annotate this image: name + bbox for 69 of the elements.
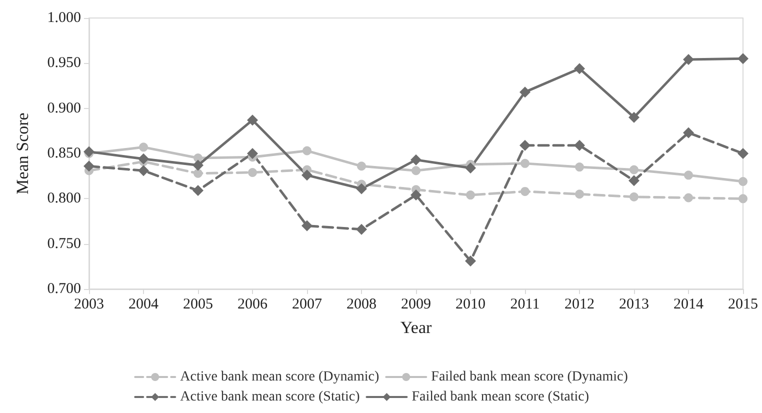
y-tick-label: 0.750 — [47, 236, 81, 252]
y-tick-label: 0.900 — [47, 100, 81, 116]
point — [247, 148, 258, 159]
legend-label: Failed bank mean score (Static) — [412, 390, 590, 404]
point — [630, 165, 638, 174]
point — [357, 162, 366, 171]
point — [410, 154, 422, 166]
x-tick-label: 2007 — [292, 296, 322, 312]
point — [574, 140, 585, 151]
point — [194, 168, 202, 178]
point — [138, 153, 149, 164]
point — [683, 127, 694, 138]
point — [356, 224, 367, 235]
y-tick-label: 1.000 — [47, 10, 81, 26]
point — [302, 170, 312, 181]
point — [412, 166, 420, 176]
y-tick-label: 0.700 — [47, 281, 81, 297]
point — [684, 193, 693, 202]
point — [574, 63, 585, 74]
point — [630, 192, 638, 202]
point — [684, 170, 693, 180]
x-tick-label: 2005 — [183, 296, 213, 312]
x-tick-label: 2003 — [74, 296, 104, 312]
point — [520, 158, 530, 168]
x-tick-label: 2009 — [401, 296, 431, 312]
point — [575, 162, 584, 172]
point — [738, 53, 748, 64]
point — [575, 190, 584, 199]
legend-label: Active bank mean score (Static) — [180, 390, 360, 404]
y-tick-label: 0.950 — [47, 55, 81, 72]
x-axis-title: Year — [400, 318, 432, 337]
point — [302, 220, 312, 232]
point — [520, 86, 530, 98]
point — [465, 162, 476, 174]
point — [84, 146, 94, 158]
x-tick-label: 2015 — [728, 296, 758, 312]
point — [466, 190, 475, 200]
x-tick-label: 2011 — [510, 296, 540, 312]
point — [738, 177, 748, 186]
y-axis-title: Mean Score — [13, 112, 32, 194]
point — [138, 165, 149, 176]
point — [683, 54, 694, 66]
point — [410, 190, 422, 201]
point — [356, 183, 367, 194]
x-tick-label: 2014 — [674, 296, 704, 312]
point — [465, 255, 476, 266]
point — [520, 140, 530, 151]
point — [738, 194, 748, 204]
point — [738, 148, 748, 159]
point — [192, 185, 204, 196]
x-tick-label: 2006 — [238, 296, 268, 312]
legend-label: Active bank mean score (Dynamic) — [180, 370, 380, 384]
x-tick-label: 2004 — [128, 296, 159, 312]
y-tick-label: 0.800 — [47, 190, 81, 207]
x-tick-label: 2013 — [619, 296, 649, 312]
x-tick-label: 2010 — [456, 296, 486, 312]
point — [192, 160, 204, 171]
point — [84, 160, 94, 172]
point — [628, 175, 640, 186]
x-tick-label: 2012 — [564, 296, 594, 312]
point — [628, 112, 640, 123]
legend-label: Failed bank mean score (Dynamic) — [431, 370, 628, 384]
x-tick-label: 2008 — [346, 296, 376, 312]
point — [520, 186, 530, 196]
point — [248, 168, 257, 177]
point — [302, 146, 312, 156]
y-tick-label: 0.850 — [47, 146, 81, 162]
point — [139, 142, 148, 152]
point — [247, 114, 258, 126]
